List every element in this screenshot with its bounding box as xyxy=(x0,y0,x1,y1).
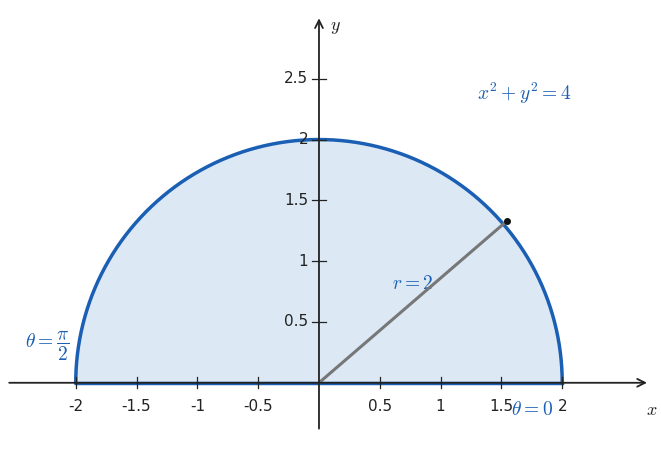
Text: -0.5: -0.5 xyxy=(243,399,273,414)
Text: 1: 1 xyxy=(436,399,446,414)
Text: $x$: $x$ xyxy=(646,401,658,419)
Text: -1: -1 xyxy=(190,399,205,414)
Text: $\theta = \dfrac{\pi}{2}$: $\theta = \dfrac{\pi}{2}$ xyxy=(24,329,69,363)
Text: $\theta = 0$: $\theta = 0$ xyxy=(511,400,553,419)
Text: 0.5: 0.5 xyxy=(284,314,308,329)
Polygon shape xyxy=(76,140,563,383)
Text: 1: 1 xyxy=(298,254,308,269)
Text: $y$: $y$ xyxy=(330,18,341,36)
Text: $r = 2$: $r = 2$ xyxy=(392,274,434,293)
Text: -1.5: -1.5 xyxy=(122,399,151,414)
Text: 0.5: 0.5 xyxy=(368,399,392,414)
Text: 2.5: 2.5 xyxy=(284,71,308,86)
Text: 2: 2 xyxy=(298,132,308,147)
Text: 2: 2 xyxy=(557,399,567,414)
Text: 1.5: 1.5 xyxy=(284,193,308,208)
Text: $x^2 + y^2 = 4$: $x^2 + y^2 = 4$ xyxy=(477,81,572,106)
Text: -2: -2 xyxy=(68,399,83,414)
Text: 1.5: 1.5 xyxy=(489,399,514,414)
